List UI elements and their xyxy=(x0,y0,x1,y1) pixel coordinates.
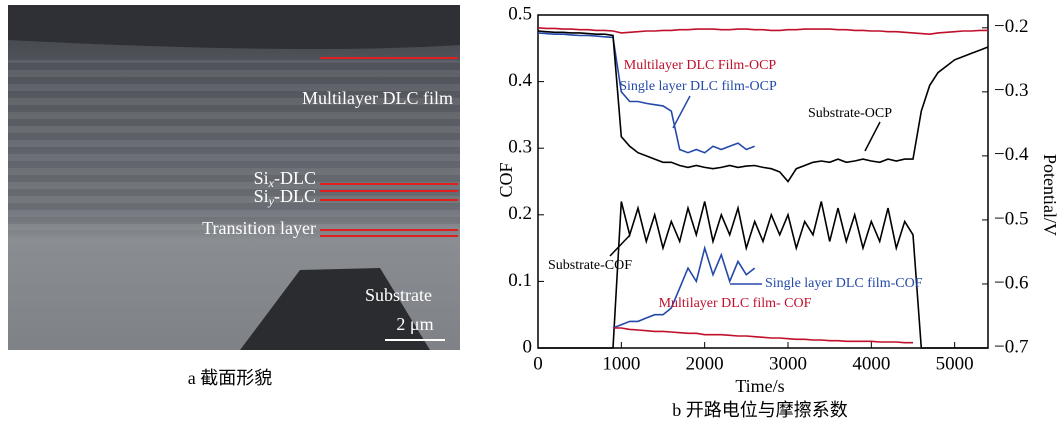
sem-image: Multilayer DLC film Six-DLC Siy-DLC Tran… xyxy=(8,5,460,350)
annotation-arrow xyxy=(609,234,631,257)
layer-label: Transition layer xyxy=(202,218,316,238)
x-tick-label: 0 xyxy=(533,353,543,374)
x-axis-label: Time/s xyxy=(735,376,784,396)
series-line xyxy=(537,27,988,36)
y-tick-label: 0.5 xyxy=(508,3,532,24)
series-line xyxy=(537,32,755,154)
y-axis-label: COF xyxy=(496,162,516,197)
y-tick-label: 0.4 xyxy=(508,70,532,91)
x-tick-label: 2000 xyxy=(686,353,724,374)
y-tick-label: 0.3 xyxy=(508,137,532,158)
y2-tick-label: −0.2 xyxy=(994,16,1028,37)
y-tick-label: 0.1 xyxy=(508,270,532,291)
layer-label: Multilayer DLC film xyxy=(302,88,453,108)
y2-tick-label: −0.7 xyxy=(994,336,1028,357)
y2-tick-label: −0.4 xyxy=(994,144,1029,165)
annotation-arrow xyxy=(672,95,691,129)
x-tick-label: 5000 xyxy=(936,353,974,374)
x-tick-label: 4000 xyxy=(852,353,890,374)
series-line xyxy=(537,30,989,183)
series-line xyxy=(538,201,988,349)
scale-bar-label: 2 μm xyxy=(396,314,433,334)
y-tick-label: 0.2 xyxy=(508,203,532,224)
layer-label: Siy-DLC xyxy=(254,186,316,208)
series-annotation: Substrate-OCP xyxy=(808,106,892,121)
caption: a 截面形貌 xyxy=(188,368,273,388)
y2-tick-label: −0.6 xyxy=(994,272,1028,293)
y-tick-label: 0 xyxy=(523,336,533,357)
series-line xyxy=(612,245,756,329)
series-line xyxy=(613,327,913,344)
caption: b 开路电位与摩擦系数 xyxy=(672,400,848,420)
y2-axis-label: Potential/V xyxy=(1040,154,1060,236)
plot-frame xyxy=(537,14,989,349)
y2-tick-label: −0.5 xyxy=(994,208,1028,229)
series-annotation: Single layer DLC film-OCP xyxy=(619,79,777,94)
y2-tick-label: −0.3 xyxy=(994,80,1028,101)
series-annotation: Substrate-COF xyxy=(548,258,632,273)
annotation-arrow xyxy=(864,121,881,152)
series-annotation: Multilayer DLC Film-OCP xyxy=(624,58,777,73)
x-tick-label: 3000 xyxy=(769,353,807,374)
series-annotation: Multilayer DLC film- COF xyxy=(659,296,812,311)
series-annotation: Single layer DLC film-COF xyxy=(765,276,923,291)
layer-label: Substrate xyxy=(365,285,432,305)
layer-label: Six-DLC xyxy=(254,168,316,190)
x-tick-label: 1000 xyxy=(602,353,640,374)
